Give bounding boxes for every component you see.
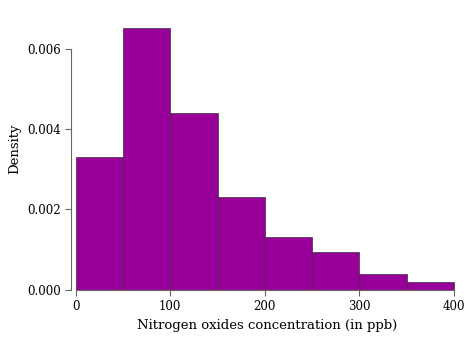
Bar [170,113,218,290]
Bar [265,237,312,290]
Y-axis label: Density: Density [9,124,21,174]
Bar [76,157,123,290]
Bar [407,282,454,290]
Bar [123,29,170,290]
X-axis label: Nitrogen oxides concentration (in ppb): Nitrogen oxides concentration (in ppb) [137,319,397,332]
Bar [218,197,265,290]
Bar [359,274,407,290]
Bar [312,252,359,290]
